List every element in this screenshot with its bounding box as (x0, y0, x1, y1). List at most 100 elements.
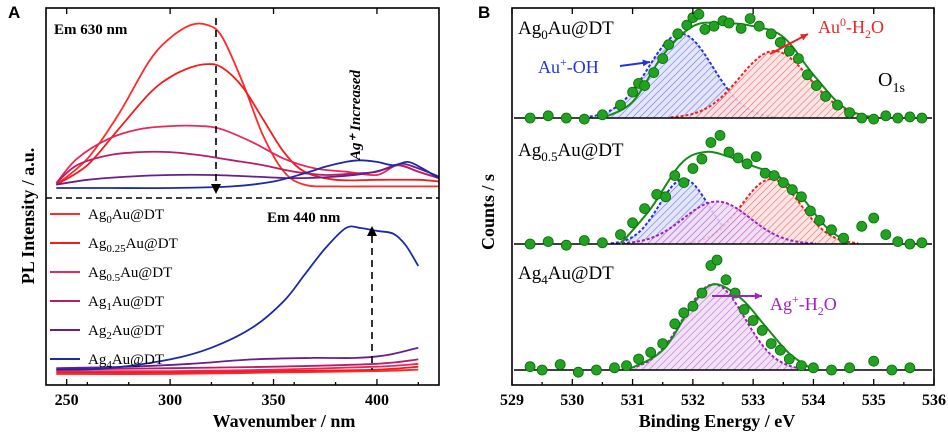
peak-arrowhead (754, 292, 762, 300)
sample-label: Ag0Au@DT (518, 18, 614, 42)
panel-a: A PL Intensity / a.u. Wavenumber / nm 25… (8, 3, 440, 431)
peak-rest: -H (799, 294, 818, 314)
panel-b-ylabel: Counts / s (478, 174, 498, 250)
legend-base: Ag (88, 294, 107, 310)
data-point (744, 13, 756, 25)
x-tick-label: 533 (741, 392, 765, 409)
x-tick-label: 400 (365, 392, 389, 409)
trend-arrowhead-down (211, 184, 221, 194)
data-point (696, 287, 708, 299)
legend-base: Ag (88, 236, 107, 252)
data-point (774, 37, 786, 48)
data-point (777, 177, 789, 189)
data-point (916, 112, 928, 124)
sample-base: Ag (518, 18, 542, 39)
data-point (687, 300, 699, 312)
legend-entry: Ag2Au@DT (88, 323, 164, 342)
sample-base: Ag (518, 140, 542, 161)
data-point (669, 170, 681, 182)
data-point (663, 39, 675, 50)
spectrum-ag4: Ag4Au@DT (514, 254, 932, 378)
o1s-label: O1s (878, 69, 905, 96)
sample-rest: Au@DT (557, 140, 623, 161)
data-point (738, 304, 750, 315)
data-point (904, 362, 916, 374)
data-point (732, 152, 744, 164)
em630-line-ag0au-dt (55, 22, 439, 188)
peak-sub: 2 (818, 304, 824, 318)
legend-entry: Ag4Au@DT (88, 352, 164, 371)
sample-sub: 0 (541, 27, 548, 42)
data-point (904, 238, 916, 250)
data-point (811, 80, 822, 91)
data-point (892, 236, 904, 248)
panel-a-xticks: 250 300 350 400 (55, 8, 419, 409)
data-point (578, 235, 590, 246)
legend-sub: 0.25 (106, 243, 126, 255)
data-point (572, 366, 584, 378)
sample-label: Ag0.5Au@DT (518, 140, 624, 164)
peak-sup: + (560, 55, 567, 69)
panel-a-legend: Ag0Au@DTAg0.25Au@DTAg0.5Au@DTAg1Au@DTAg2… (50, 207, 178, 371)
sample-base: Ag (518, 263, 542, 284)
data-point (765, 28, 777, 40)
data-point (554, 359, 566, 370)
legend-sub: 0.5 (106, 272, 120, 284)
data-point (868, 212, 880, 224)
panel-a-xlabel: Wavenumber / nm (213, 411, 356, 431)
em630-line-ag0-25au-dt (55, 63, 440, 186)
data-point (735, 22, 747, 34)
x-tick-label: 350 (262, 392, 286, 409)
data-point (615, 229, 626, 241)
panel-b-label: B (478, 3, 490, 22)
ag-increased-label: Ag⁺ Increased (348, 70, 364, 162)
data-point (524, 238, 536, 250)
em630-line-ag4au-dt (56, 159, 440, 190)
legend-sub: 0 (106, 214, 112, 226)
peak-rest: -H (846, 17, 865, 37)
peak-rest: -OH (567, 57, 599, 77)
trend-arrowhead-up (367, 226, 377, 236)
data-point (657, 53, 669, 64)
data-point (826, 364, 837, 376)
data-point (750, 151, 762, 163)
x-tick-label: 532 (681, 392, 705, 409)
legend-rest: Au@DT (112, 207, 164, 223)
data-point (524, 361, 536, 373)
x-tick-label: 530 (560, 392, 584, 409)
x-tick-label: 250 (55, 392, 79, 409)
spectrum-ag0-5: Ag0.5Au@DT (514, 129, 932, 251)
component-line-ag-h2o (617, 200, 817, 245)
panel-a-frame (45, 7, 440, 386)
data-point (768, 170, 780, 182)
peak-tail: O (871, 17, 884, 37)
em440-line-ag0-25au-dt (56, 365, 419, 374)
data-point (678, 177, 690, 189)
data-point (578, 113, 590, 125)
data-point (741, 158, 753, 170)
data-point (753, 20, 765, 32)
sample-rest: Au@DT (548, 18, 614, 39)
data-point (774, 344, 786, 356)
data-point (808, 362, 819, 374)
legend-entry: Ag1Au@DT (88, 294, 164, 313)
data-point (696, 153, 708, 165)
x-tick-label: 529 (500, 392, 524, 409)
data-point (687, 163, 699, 174)
data-point (786, 184, 798, 196)
legend-rest: Au@DT (120, 265, 172, 281)
component-fill-ag-h2o (621, 284, 805, 370)
data-point (621, 360, 632, 372)
panel-b-xticks: 529 530 531 532 533 534 535 536 (500, 8, 946, 409)
legend-base: Ag (88, 323, 107, 339)
legend-rest: Au@DT (126, 236, 178, 252)
panel-a-label: A (8, 3, 20, 22)
component-fill-ag-h2o (617, 201, 817, 244)
x-tick-label: 535 (862, 392, 886, 409)
data-point (723, 146, 735, 158)
peak-arrowhead (642, 59, 650, 67)
data-point (783, 45, 795, 57)
legend-sub: 1 (106, 301, 112, 313)
data-point (820, 91, 831, 102)
em440-line-ag1au-dt (56, 358, 419, 371)
